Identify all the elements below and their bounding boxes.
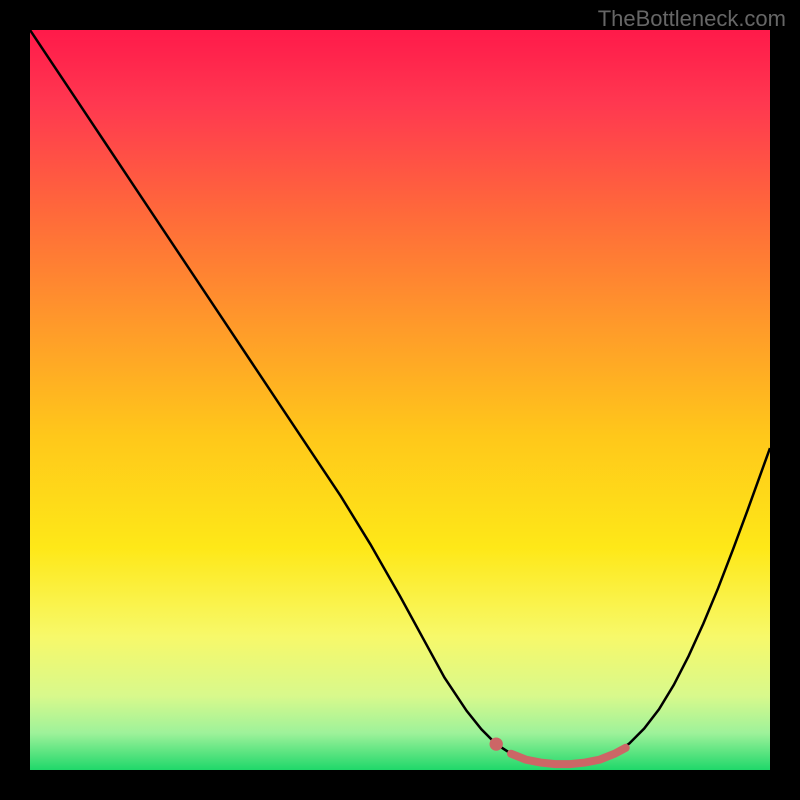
- watermark-text: TheBottleneck.com: [598, 6, 786, 32]
- chart-container: TheBottleneck.com: [0, 0, 800, 800]
- optimal-start-marker: [490, 737, 503, 750]
- plot-area: [30, 30, 770, 770]
- gradient-background: [30, 30, 770, 770]
- chart-svg: [30, 30, 770, 770]
